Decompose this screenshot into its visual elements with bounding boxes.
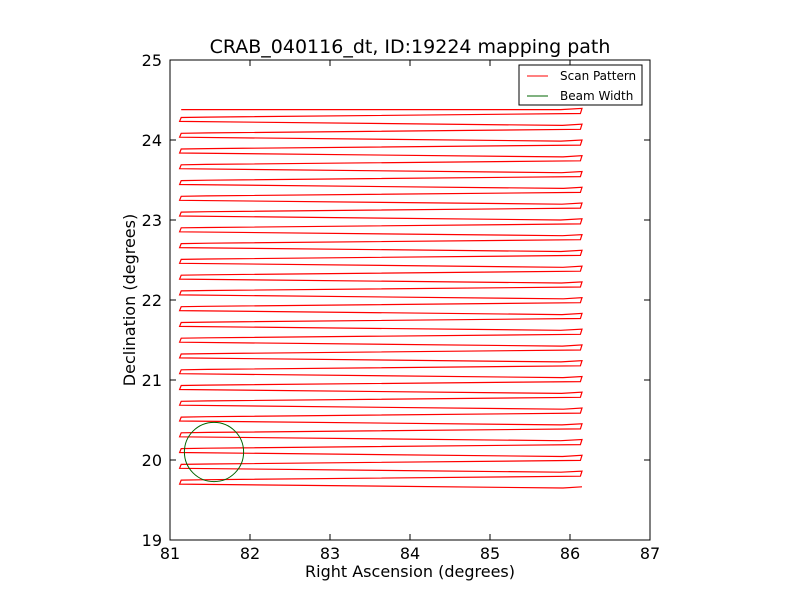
- plot-frame: [169, 59, 651, 541]
- legend-box: [518, 64, 643, 106]
- x-tick-label: 85: [480, 544, 500, 563]
- scan-pattern-line: [178, 107, 583, 489]
- y-tick-label: 19: [142, 531, 162, 550]
- y-tick-label: 21: [142, 371, 162, 390]
- y-tick-label: 24: [142, 131, 162, 150]
- series-layer: [178, 107, 583, 489]
- x-axis-label: Right Ascension (degrees): [305, 562, 515, 581]
- x-tick-label: 81: [160, 544, 180, 563]
- x-tick-label: 86: [560, 544, 580, 563]
- x-tick-label: 84: [400, 544, 420, 563]
- legend-scan-pattern-label: Scan Pattern: [560, 69, 636, 83]
- ticks-layer: 81 82 83 84 85 86 87 19 20 21 22 23 24 25: [142, 51, 661, 563]
- x-tick-label: 87: [640, 544, 660, 563]
- y-axis-label: Declination (degrees): [120, 214, 139, 386]
- y-tick-label: 22: [142, 291, 162, 310]
- x-tick-label: 83: [320, 544, 340, 563]
- legend-beam-width-label: Beam Width: [560, 89, 633, 103]
- y-tick-label: 25: [142, 51, 162, 70]
- y-tick-label: 20: [142, 451, 162, 470]
- beam-width-circle: [183, 421, 245, 483]
- legend: Scan Pattern Beam Width: [518, 64, 643, 106]
- x-tick-label: 82: [240, 544, 260, 563]
- y-tick-label: 23: [142, 211, 162, 230]
- chart-title: CRAB_040116_dt, ID:19224 mapping path: [210, 36, 611, 58]
